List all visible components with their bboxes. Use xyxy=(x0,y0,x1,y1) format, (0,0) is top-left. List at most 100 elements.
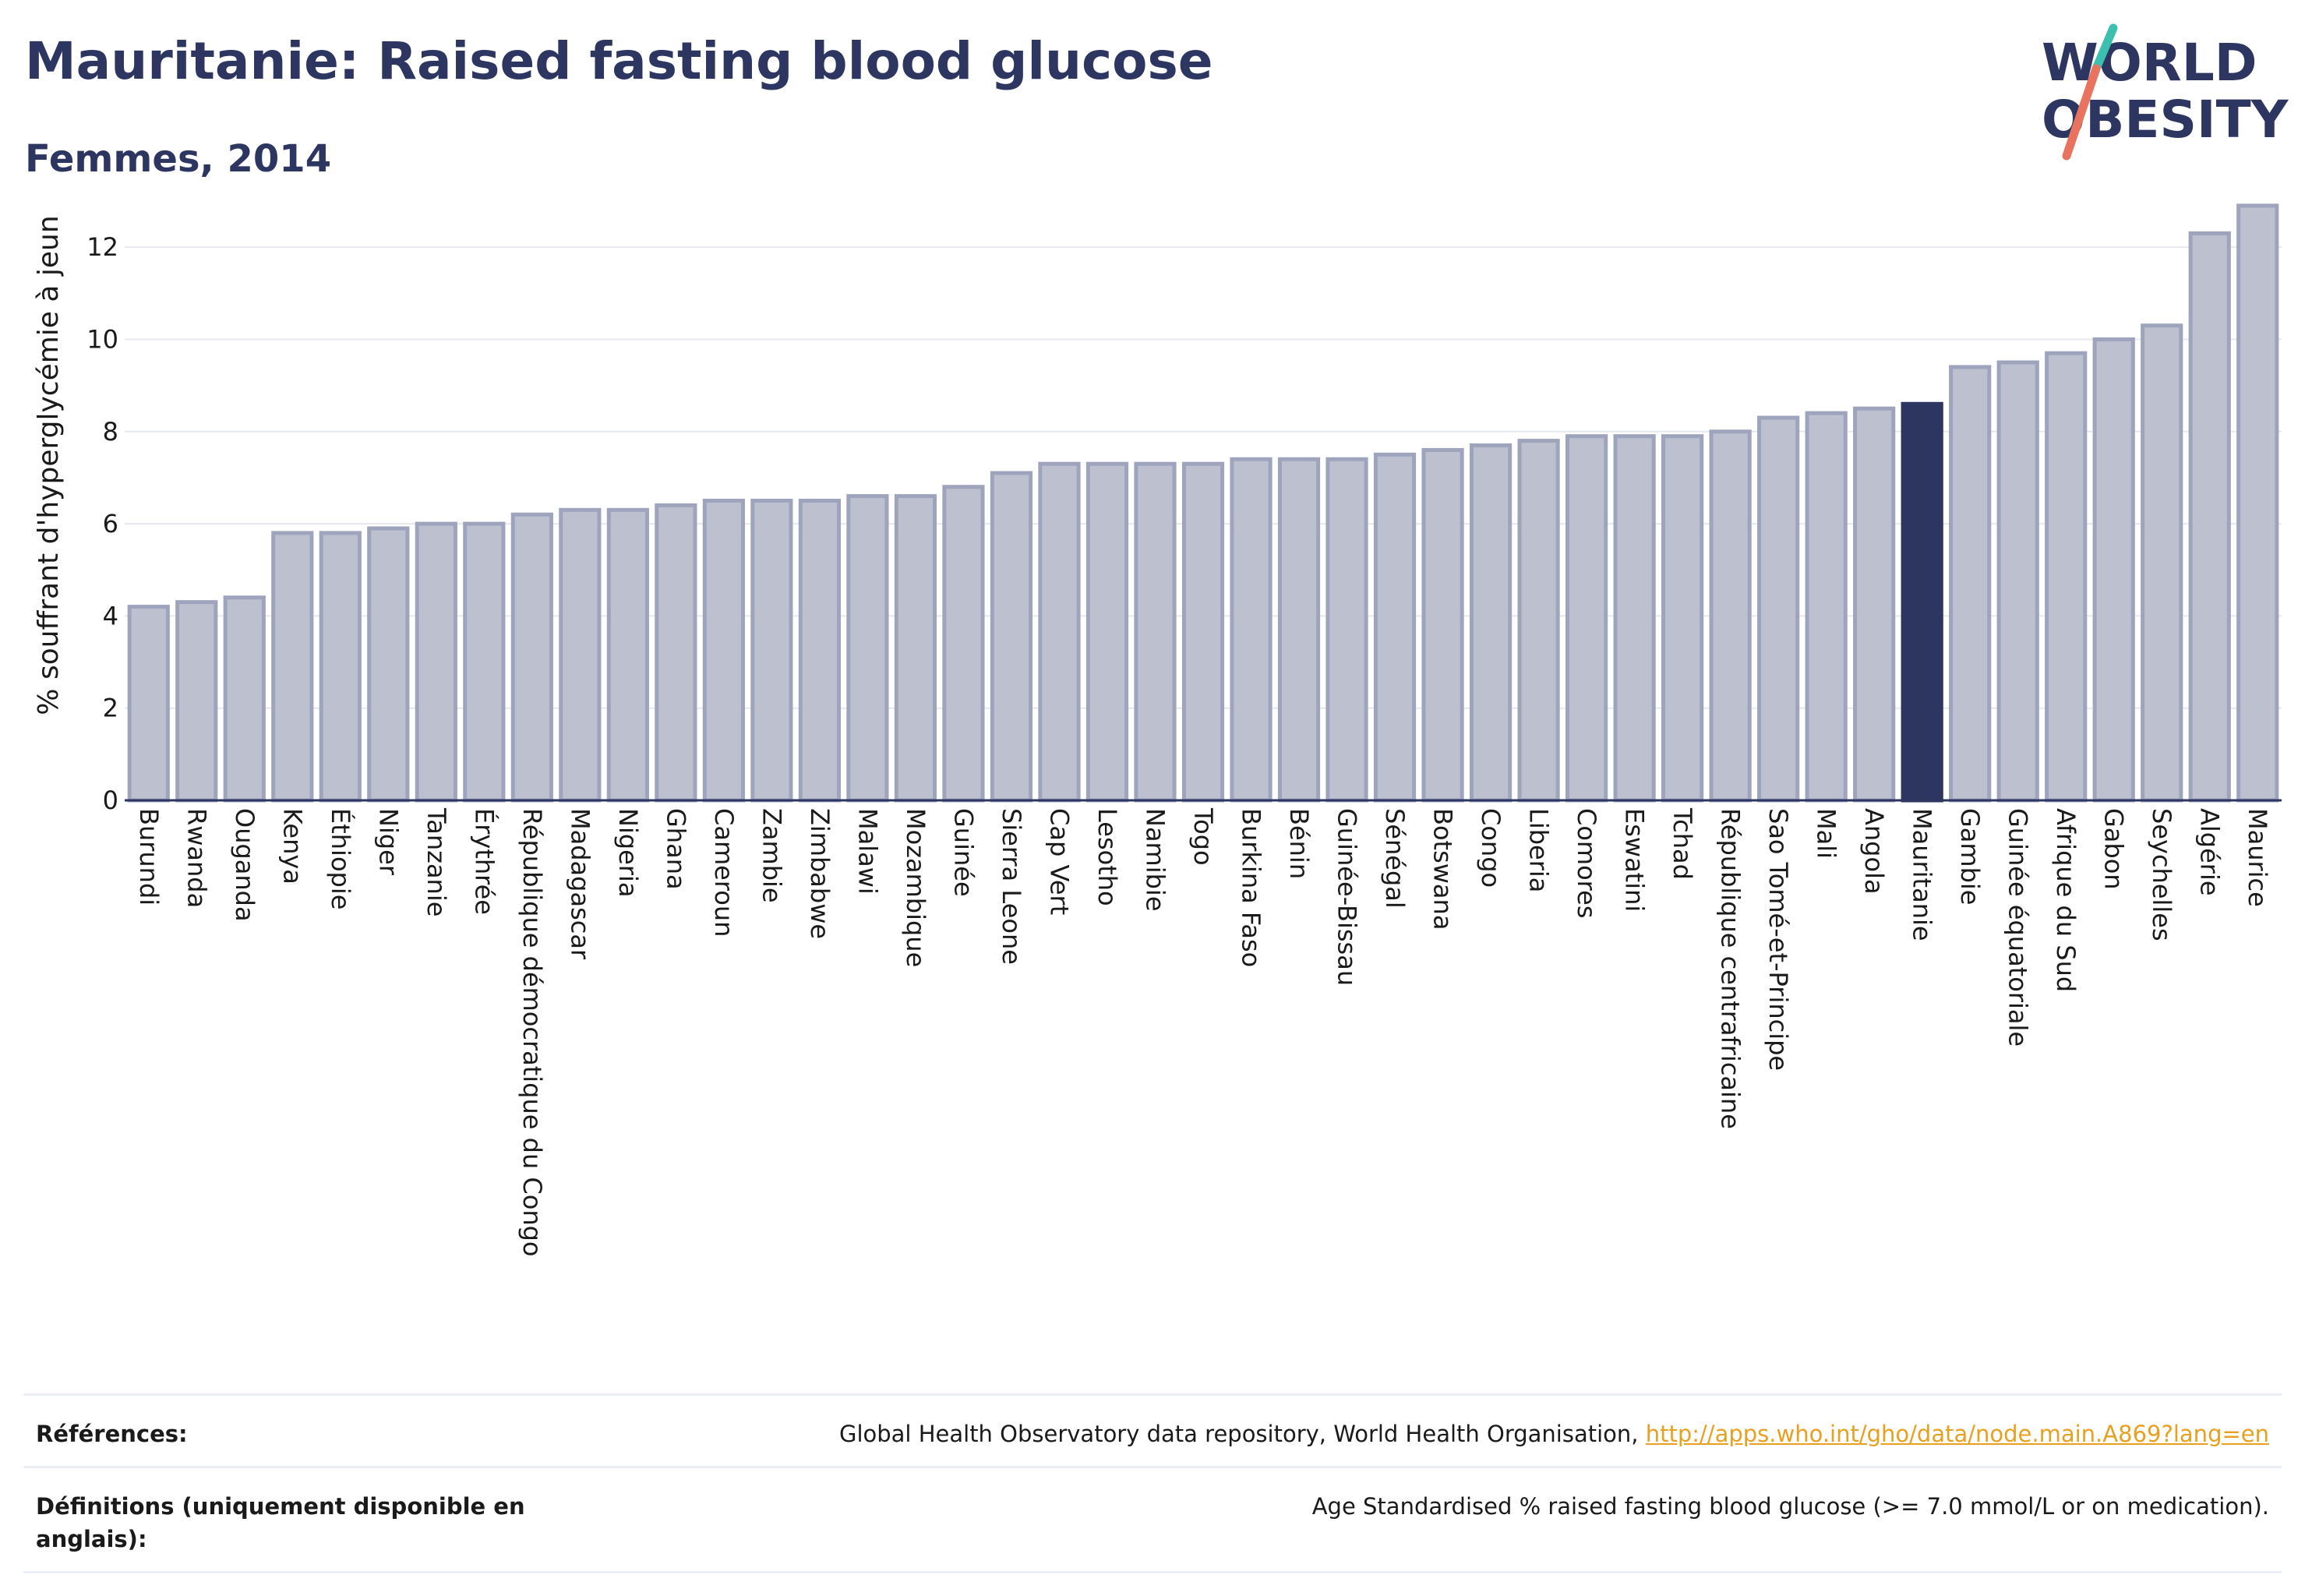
x-tick-label: Kenya xyxy=(277,808,307,885)
x-tick-label: Seychelles xyxy=(2147,808,2176,941)
bar xyxy=(2236,203,2279,803)
bar xyxy=(1134,461,1177,803)
y-tick-label: 0 xyxy=(103,786,118,815)
bar xyxy=(702,499,745,803)
bar xyxy=(2141,323,2183,803)
bar xyxy=(271,531,314,803)
bar xyxy=(510,512,553,803)
y-tick-label: 4 xyxy=(103,601,118,630)
y-tick-labels: 0 2 4 6 8 10 12 xyxy=(86,232,118,815)
x-tick-label: Nigeria xyxy=(613,808,643,897)
footer: Références: Global Health Observatory da… xyxy=(23,1393,2282,1573)
x-tick-label: Namibie xyxy=(1140,808,1170,912)
references-label: Références: xyxy=(36,1421,188,1447)
y-tick-label: 8 xyxy=(103,417,118,447)
x-tick-label: Maurice xyxy=(2243,808,2272,907)
x-tick-label: Ghana xyxy=(661,808,690,890)
y-tick-label: 6 xyxy=(103,509,118,538)
x-tick-label: Guinée équatoriale xyxy=(2003,808,2033,1047)
references-row: Références: Global Health Observatory da… xyxy=(23,1393,2282,1466)
bar xyxy=(1085,461,1129,803)
bar xyxy=(415,521,457,803)
bar xyxy=(223,595,266,803)
x-tick-label: Mali xyxy=(1812,808,1841,859)
bar xyxy=(1757,415,1800,803)
bar xyxy=(1277,457,1321,803)
x-tick-label: République démocratique du Congo xyxy=(517,808,547,1256)
references-link[interactable]: http://apps.who.int/gho/data/node.main.A… xyxy=(1645,1421,2269,1447)
y-tick-label: 12 xyxy=(86,232,118,262)
x-tick-label: Cameroun xyxy=(709,808,739,937)
x-tick-label: Sierra Leone xyxy=(997,808,1026,965)
x-tick-label: Liberia xyxy=(1524,808,1554,892)
bars xyxy=(127,203,2279,803)
chart-title: Mauritanie: Raised fasting blood glucose xyxy=(25,31,1213,91)
bar xyxy=(798,499,842,803)
x-tick-label: Guinée-Bissau xyxy=(1333,808,1362,986)
x-tick-label: Zimbabwe xyxy=(805,808,835,939)
x-tick-label: Sénégal xyxy=(1380,808,1410,909)
x-tick-label: Congo xyxy=(1476,808,1505,888)
chart-subtitle: Femmes, 2014 xyxy=(25,137,332,181)
definitions-value: Age Standardised % raised fasting blood … xyxy=(1311,1493,2269,1520)
bar xyxy=(2045,351,2088,803)
references-value: Global Health Observatory data repositor… xyxy=(839,1418,2269,1450)
bar xyxy=(894,494,937,803)
bar xyxy=(463,521,506,803)
x-tick-label: Afrique du Sud xyxy=(2051,808,2081,992)
x-tick-label: République centrafricaine xyxy=(1716,808,1746,1129)
bar xyxy=(319,531,362,803)
bar xyxy=(1565,434,1608,803)
references-text: Global Health Observatory data repositor… xyxy=(838,1421,1646,1447)
x-tick-label: Guinée xyxy=(948,808,978,897)
bar xyxy=(846,494,889,803)
bar xyxy=(175,600,218,803)
x-tick-label: Angola xyxy=(1859,808,1889,895)
bar xyxy=(2092,337,2135,803)
logo-slash-coral xyxy=(2062,64,2101,161)
x-tick-label: Tchad xyxy=(1668,807,1697,880)
bar xyxy=(1325,457,1368,803)
x-tick-label: Algérie xyxy=(2195,808,2225,896)
x-tick-label: Rwanda xyxy=(182,808,211,908)
x-tick-label: Ouganda xyxy=(230,808,259,922)
y-axis-label: % souffrant d'hyperglycémie à jeun xyxy=(33,215,65,715)
bar xyxy=(367,526,410,803)
x-tick-label: Cap Vert xyxy=(1044,808,1074,915)
bar xyxy=(1230,457,1273,803)
x-tick-label: Mozambique xyxy=(901,808,930,967)
x-tick-label: Gabon xyxy=(2099,808,2129,890)
x-tick-label: Burkina Faso xyxy=(1237,808,1266,967)
bar xyxy=(1469,443,1513,803)
x-tick-label: Burundi xyxy=(134,808,164,906)
x-tick-label: Comores xyxy=(1572,808,1601,918)
x-tick-label: Madagascar xyxy=(565,808,595,960)
x-tick-label: Botswana xyxy=(1428,808,1458,930)
x-tick-label: Tanzanie xyxy=(422,807,451,916)
bar xyxy=(1996,360,2039,803)
definitions-row: Définitions (uniquement disponible en an… xyxy=(23,1466,2282,1573)
x-tick-label: Lesotho xyxy=(1092,808,1122,906)
world-obesity-logo: WORLD OBESITY xyxy=(2042,23,2289,161)
x-tick-label: Gambie xyxy=(1955,808,1985,905)
x-tick-label: Éthiopie xyxy=(326,808,355,909)
bar xyxy=(1805,411,1848,803)
x-tick-label: Bénin xyxy=(1284,808,1314,879)
bar xyxy=(2188,231,2231,803)
bar xyxy=(1421,447,1464,803)
x-tick-label: Érythrée xyxy=(469,808,499,915)
y-tick-label: 10 xyxy=(86,324,118,354)
x-tick-labels: Burundi Rwanda Ouganda Kenya Éthiopie Niger Ta… xyxy=(134,807,2272,1256)
y-tick-label: 2 xyxy=(103,694,118,723)
bar xyxy=(127,605,170,803)
bar xyxy=(1709,429,1752,803)
bar xyxy=(1949,365,1992,803)
x-tick-label: Eswatini xyxy=(1620,808,1650,912)
bar-chart: 0 2 4 6 8 10 12 Burundi Rwanda Ouganda Kenya Éthio… xyxy=(33,203,2282,1256)
bar xyxy=(655,503,697,803)
x-tick-label: Togo xyxy=(1188,807,1218,866)
bar xyxy=(942,485,985,803)
bar xyxy=(1373,452,1417,803)
bar xyxy=(750,499,793,803)
x-tick-label: Niger xyxy=(373,808,403,876)
